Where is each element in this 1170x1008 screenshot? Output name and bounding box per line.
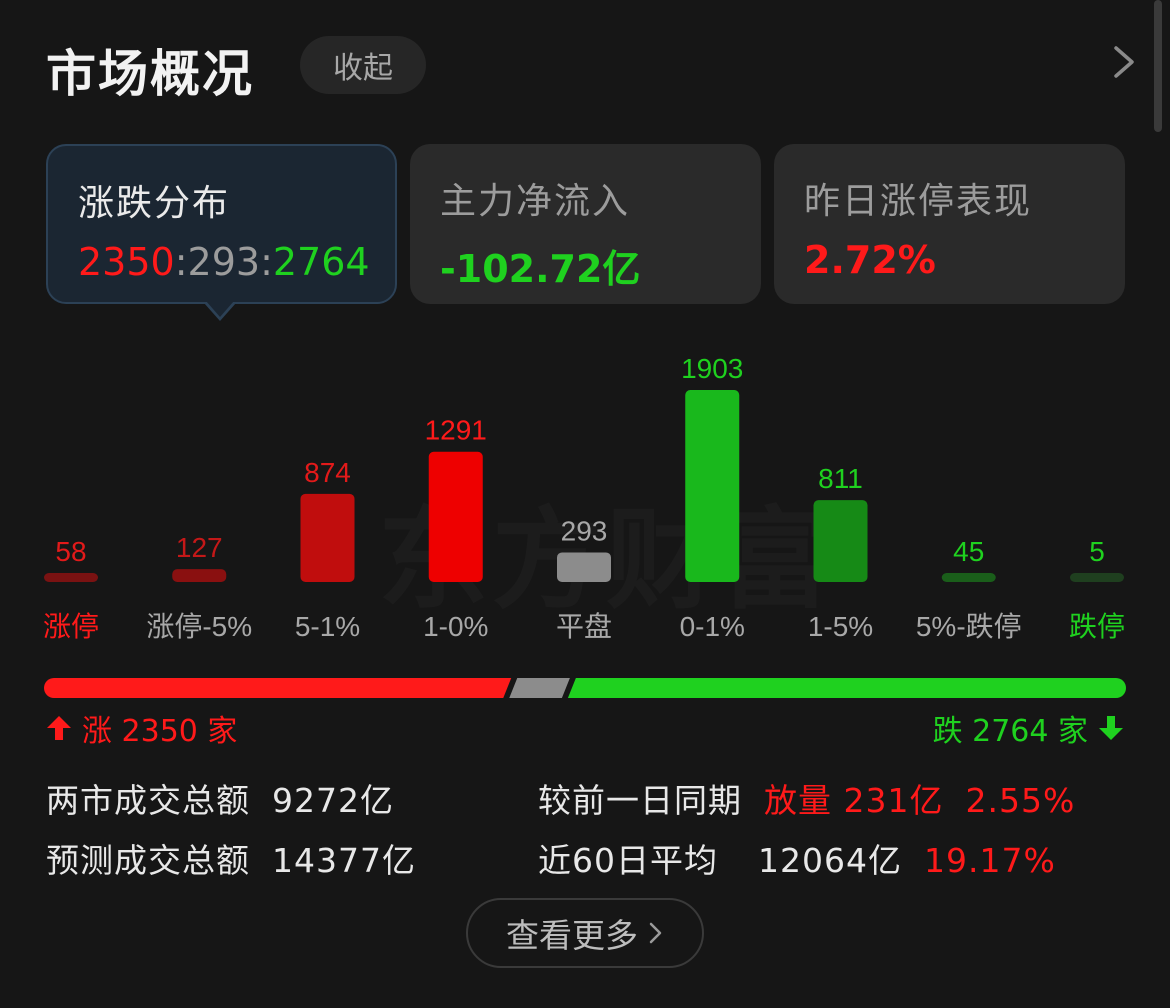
- category-label: 5%-跌停: [916, 611, 1022, 642]
- stat-value: 9272亿: [272, 781, 394, 820]
- rise-segment: [44, 678, 512, 698]
- card-yesterday-limit-up[interactable]: 昨日涨停表现 2.72%: [774, 144, 1125, 304]
- fall-count: 跌 2764 家: [933, 706, 1124, 750]
- stat-label: 较前一日同期: [538, 781, 742, 820]
- stat-compare-prev-day: 较前一日同期 放量 231亿 2.55%: [538, 774, 1075, 822]
- fall-count-label: 跌 2764 家: [932, 714, 1088, 749]
- category-label: 1-0%: [423, 611, 488, 642]
- bar-value-label: 293: [561, 515, 608, 546]
- bar-7: [941, 573, 996, 582]
- category-label: 涨停: [43, 611, 99, 642]
- stat-total-volume: 两市成交总额 9272亿: [46, 774, 394, 822]
- card-pointer-inner: [206, 301, 234, 317]
- bar-value-label: 127: [176, 532, 223, 563]
- rise-count: 涨 2350 家: [46, 706, 237, 750]
- category-label: 0-1%: [680, 611, 745, 642]
- card-main-net-inflow[interactable]: 主力净流入 -102.72亿: [410, 144, 761, 304]
- bar-2: [300, 493, 355, 582]
- distribution-chart: 58 涨停 127 涨停-5% 874 5-1% 1291 1-0% 293 平盘 1903 0-1%…: [43, 353, 1125, 642]
- separator: :: [174, 240, 188, 284]
- down-count: 2764: [272, 240, 370, 284]
- bar-value-label: 1903: [681, 353, 743, 384]
- stat-value: 12064亿: [758, 841, 902, 880]
- stat-label: 近60日平均: [538, 841, 718, 880]
- stat-label: 两市成交总额: [46, 781, 250, 820]
- category-label: 平盘: [556, 611, 612, 642]
- bar-4: [557, 552, 611, 582]
- arrow-down-icon: [1099, 716, 1123, 740]
- stat-forecast-volume: 预测成交总额 14377亿: [46, 834, 416, 882]
- bar-value-label: 45: [953, 536, 984, 567]
- stat-60-day-avg: 近60日平均 12064亿 19.17%: [538, 834, 1056, 882]
- bar-value-label: 874: [304, 457, 351, 488]
- flat-count: 293: [187, 240, 261, 284]
- card-rise-fall-distribution[interactable]: 涨跌分布 2350:293:2764: [46, 144, 397, 304]
- chevron-right-icon: [649, 922, 662, 944]
- bar-5: [685, 390, 740, 582]
- stat-label: 预测成交总额: [46, 841, 250, 880]
- card-label: 主力净流入: [440, 181, 631, 222]
- rise-count-label: 涨 2350 家: [82, 714, 238, 749]
- stat-pct: 19.17%: [923, 841, 1056, 880]
- page-title: 市场概况: [46, 45, 254, 103]
- separator: :: [260, 240, 273, 284]
- up-count: 2350: [78, 240, 175, 284]
- card-value: -102.72亿: [440, 247, 641, 291]
- scrollbar[interactable]: [1154, 0, 1162, 132]
- rise-fall-ratio-bar: [44, 678, 1126, 698]
- view-more-label: 查看更多: [506, 916, 638, 955]
- bar-6: [813, 500, 868, 582]
- stat-pct: 2.55%: [965, 781, 1076, 820]
- card-value: 2.72%: [804, 238, 936, 282]
- stat-value: 放量 231亿: [764, 781, 944, 820]
- category-label: 跌停: [1069, 611, 1125, 642]
- card-value: 2350:293:2764: [78, 240, 370, 284]
- collapse-button[interactable]: 收起: [300, 36, 426, 94]
- category-label: 涨停-5%: [146, 611, 252, 642]
- arrow-up-icon: [47, 716, 71, 740]
- bar-value-label: 811: [818, 463, 863, 494]
- bar-1: [172, 569, 227, 582]
- category-label: 1-5%: [808, 611, 873, 642]
- fall-segment: [567, 678, 1126, 698]
- bar-0: [44, 573, 98, 582]
- bar-3: [428, 451, 483, 582]
- card-label: 昨日涨停表现: [804, 181, 1033, 222]
- flat-segment: [509, 678, 570, 698]
- chevron-right-icon[interactable]: [1108, 44, 1140, 80]
- bar-value-label: 1291: [425, 415, 487, 446]
- bar-value-label: 58: [55, 536, 86, 567]
- view-more-button[interactable]: 查看更多: [466, 898, 704, 968]
- stat-value: 14377亿: [272, 841, 416, 880]
- category-label: 5-1%: [295, 611, 360, 642]
- bar-value-label: 5: [1089, 536, 1105, 567]
- bar-8: [1070, 573, 1124, 582]
- card-label: 涨跌分布: [78, 183, 231, 224]
